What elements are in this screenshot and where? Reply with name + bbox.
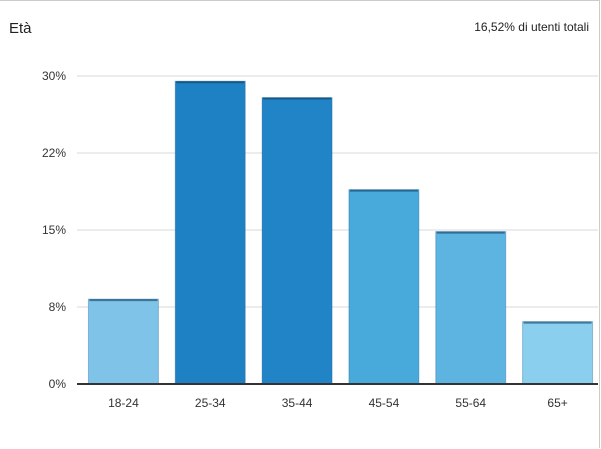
bar	[348, 189, 420, 385]
x-tick-label: 65+	[547, 396, 567, 410]
chart-title: Età	[9, 20, 32, 37]
x-tick-label: 35-44	[282, 396, 313, 410]
y-tick-label: 0%	[49, 377, 67, 391]
bar	[87, 298, 159, 385]
y-tick-label: 22%	[42, 146, 66, 160]
chart-subtitle: 16,52% di utenti totali	[474, 20, 589, 34]
x-tick-label: 45-54	[369, 396, 400, 410]
y-tick-label: 30%	[42, 69, 66, 83]
bar	[174, 80, 246, 385]
x-tick-label: 25-34	[195, 396, 226, 410]
bar	[522, 321, 594, 385]
y-tick-label: 15%	[42, 223, 66, 237]
x-tick-label: 18-24	[108, 396, 139, 410]
bar	[435, 231, 507, 385]
y-tick-label: 8%	[49, 300, 67, 314]
bar	[261, 97, 333, 385]
x-tick-label: 55-64	[455, 396, 486, 410]
